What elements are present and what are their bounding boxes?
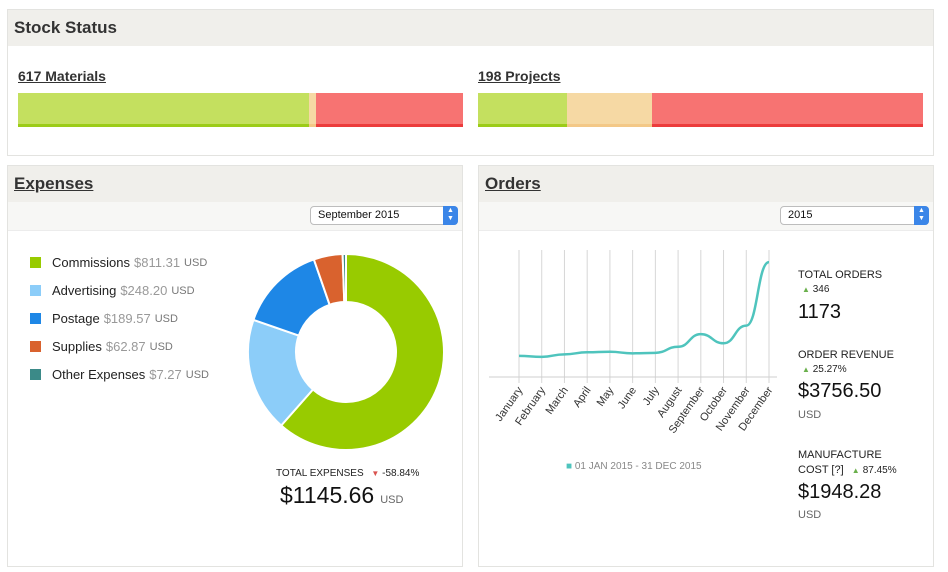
expenses-panel: Expenses September 2015 ▲ ▼ Commissions $8… [7, 165, 463, 567]
materials-low-stock-segment [309, 93, 317, 127]
legend-marker-icon: ■ [566, 461, 573, 472]
legend-swatch [30, 257, 41, 268]
legend-currency: USD [149, 340, 173, 353]
stock-status-title: Stock Status [14, 18, 117, 37]
projects-link[interactable]: 198 Projects [478, 68, 561, 84]
total-expenses-delta: -58.84% [382, 468, 420, 479]
x-tick-label: April [571, 385, 593, 410]
select-arrows-icon: ▲ ▼ [443, 206, 458, 225]
donut-slice-commissions[interactable] [279, 252, 445, 451]
x-tick-label: June [616, 385, 640, 411]
delta-up-icon: ▲ [802, 365, 810, 374]
expenses-header: Expenses [8, 166, 462, 202]
materials-link[interactable]: 617 Materials [18, 68, 106, 84]
donut-slice-supplies[interactable] [312, 253, 346, 307]
total-expenses-label: TOTAL EXPENSES ▼ -58.84% [276, 468, 419, 479]
orders-panel: Orders 2015 ▲ ▼ January February March April… [478, 165, 934, 567]
legend-label: Other Expenses [52, 367, 146, 382]
legend-item-supplies: Supplies $62.87 USD [30, 339, 173, 354]
select-arrows-icon: ▲ ▼ [914, 206, 929, 225]
legend-swatch [30, 341, 41, 352]
orders-range-label: 01 JAN 2015 - 31 DEC 2015 [574, 461, 702, 472]
order-revenue-label: ORDER REVENUE [798, 349, 894, 361]
total-orders-label: TOTAL ORDERS [798, 269, 883, 281]
total-expenses-value: $1145.66 [280, 482, 375, 508]
legend-amount: $189.57 [103, 311, 151, 326]
legend-swatch [30, 369, 41, 380]
legend-label: Postage [52, 311, 100, 326]
expenses-title[interactable]: Expenses [14, 174, 94, 193]
legend-currency: USD [185, 368, 209, 381]
manufacture-cost-value: $1948.28 [798, 481, 882, 503]
materials-in-stock-segment [18, 93, 310, 127]
orders-header: Orders [479, 166, 933, 202]
legend-amount: $7.27 [149, 367, 182, 382]
x-tick-label: May [595, 384, 617, 408]
total-orders-delta-row: ▲ 346 [802, 284, 829, 295]
total-expenses-caption: TOTAL EXPENSES [276, 468, 364, 479]
total-orders-value: 1173 [798, 301, 842, 323]
manufacture-cost-label-line2[interactable]: COST [?] [798, 464, 844, 476]
projects-in-stock-segment [478, 93, 567, 127]
manufacture-cost-currency: USD [798, 509, 822, 521]
legend-amount: $811.31 [134, 255, 181, 270]
orders-period-select[interactable]: 2015 ▲ ▼ [780, 206, 929, 225]
x-tick-label: March [544, 385, 571, 417]
orders-series-line [518, 260, 770, 359]
expenses-period-select[interactable]: September 2015 ▲ ▼ [310, 206, 458, 225]
order-revenue-currency: USD [798, 409, 822, 421]
legend-item-other-expenses: Other Expenses $7.27 USD [30, 367, 209, 382]
donut-slice-other-expenses[interactable] [341, 252, 347, 304]
order-revenue-delta-row: ▲ 25.27% [802, 364, 847, 375]
projects-low-stock-segment [567, 93, 652, 127]
orders-period-value: 2015 [788, 209, 813, 221]
x-tick-label: July [641, 384, 662, 407]
legend-swatch [30, 313, 41, 324]
total-expenses-currency: USD [380, 494, 404, 506]
orders-filter-bar: 2015 ▲ ▼ [479, 202, 933, 231]
donut-slice-postage[interactable] [252, 258, 331, 337]
legend-amount: $62.87 [105, 339, 146, 354]
delta-up-icon: ▲ [802, 285, 810, 294]
legend-swatch [30, 285, 41, 296]
legend-label: Supplies [52, 339, 102, 354]
delta-down-icon: ▼ [371, 469, 380, 478]
legend-label: Advertising [52, 283, 117, 298]
legend-currency: USD [184, 256, 208, 269]
legend-item-postage: Postage $189.57 USD [30, 311, 178, 326]
order-revenue-delta: 25.27% [812, 364, 847, 375]
orders-title[interactable]: Orders [485, 174, 541, 193]
legend-currency: USD [154, 312, 178, 325]
manufacture-cost-label-row: COST [?] ▲ 87.45% [798, 464, 897, 476]
legend-label: Commissions [52, 255, 131, 270]
orders-range-legend: ■ 01 JAN 2015 - 31 DEC 2015 [566, 461, 702, 472]
materials-stock-bar [18, 93, 463, 127]
projects-out-of-stock-segment [651, 93, 923, 127]
donut-slice-advertising[interactable] [247, 318, 315, 427]
stock-status-header: Stock Status [8, 10, 933, 46]
total-orders-delta: 346 [812, 284, 830, 295]
expenses-filter-bar: September 2015 ▲ ▼ [8, 202, 462, 231]
expenses-period-value: September 2015 [318, 209, 400, 221]
materials-out-of-stock-segment [316, 93, 463, 127]
legend-amount: $248.20 [120, 283, 168, 298]
legend-item-advertising: Advertising $248.20 USD [30, 283, 195, 298]
legend-item-commissions: Commissions $811.31 USD [30, 255, 207, 270]
delta-up-icon: ▲ [851, 466, 860, 475]
manufacture-cost-delta: 87.45% [862, 465, 897, 476]
manufacture-cost-label: MANUFACTURE [798, 449, 882, 461]
total-expenses-value-row: $1145.66 USD [280, 482, 403, 509]
legend-currency: USD [171, 284, 195, 297]
order-revenue-value: $3756.50 [798, 380, 882, 402]
stock-status-panel: Stock Status 617 Materials 198 Projects [7, 9, 934, 156]
projects-stock-bar [478, 93, 923, 127]
